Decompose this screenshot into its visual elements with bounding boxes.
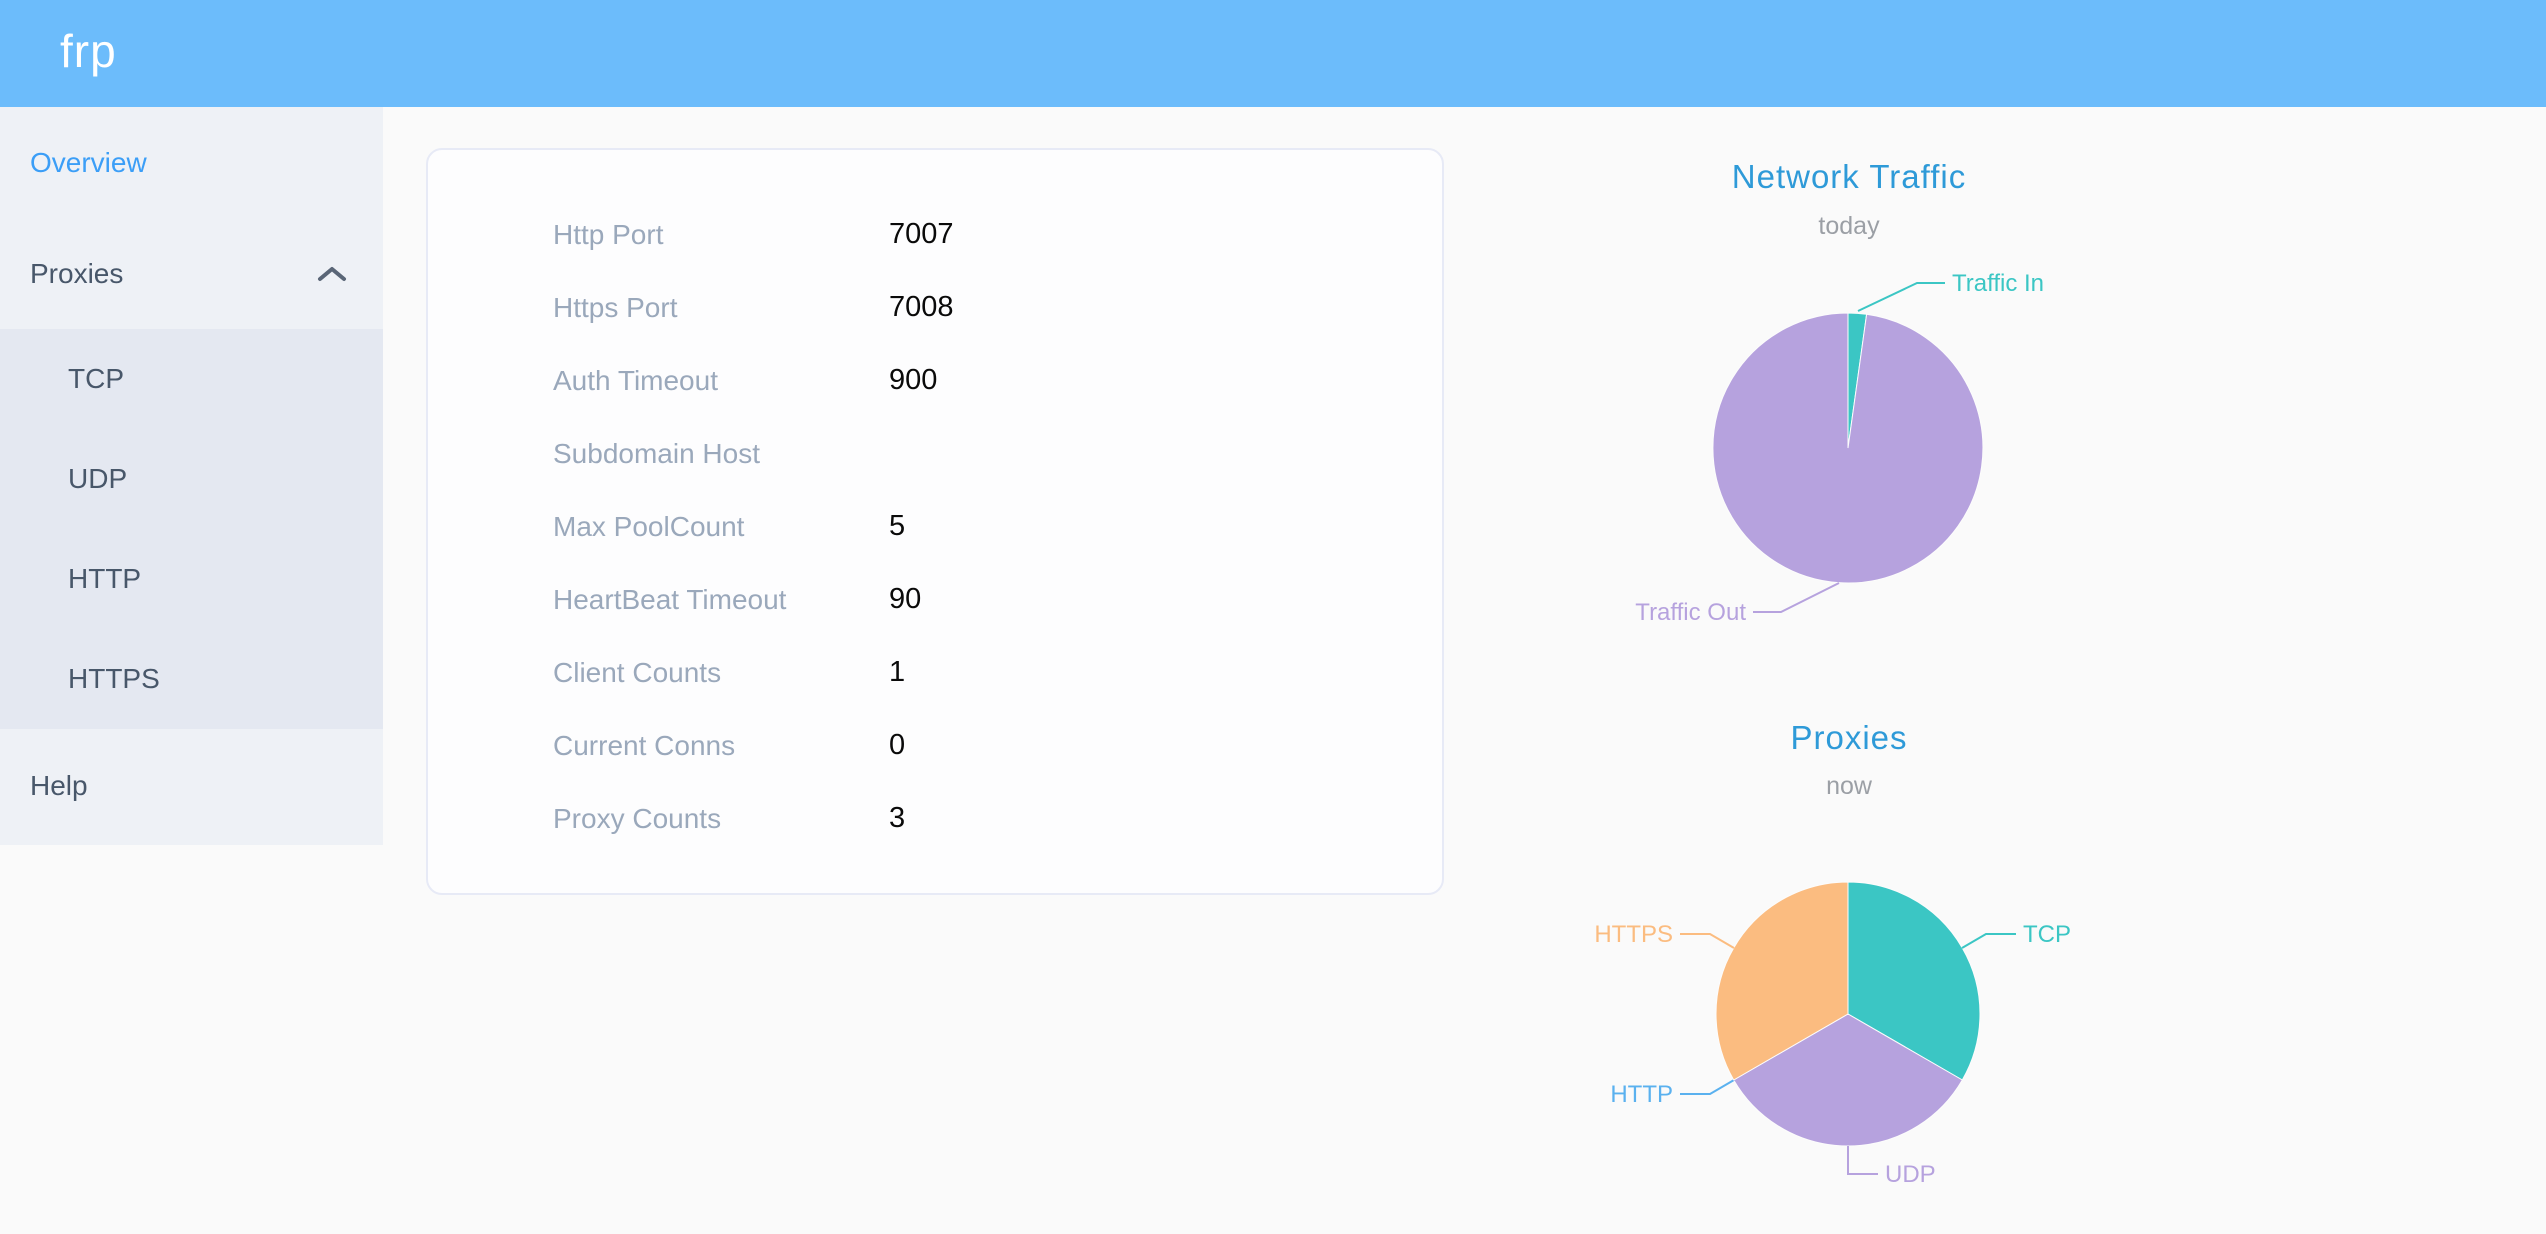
network-traffic-title: Network Traffic: [1731, 158, 1967, 195]
proxies-submenu: TCP UDP HTTP HTTPS: [0, 329, 383, 729]
info-row: HeartBeat Timeout 90: [428, 563, 1442, 636]
sidebar-item-proxies[interactable]: Proxies: [0, 219, 383, 329]
sidebar-item-label: Overview: [30, 147, 147, 178]
info-label: Subdomain Host: [553, 437, 761, 469]
info-row: Max PoolCount 5: [428, 490, 1442, 563]
sidebar-item-label: UDP: [68, 463, 128, 494]
info-row: Current Conns 0: [428, 709, 1442, 782]
sidebar-item-http[interactable]: HTTP: [0, 529, 383, 629]
proxies-title: Proxies: [1790, 719, 1908, 756]
pie-label-traffic-out: Traffic Out: [1635, 599, 1746, 626]
info-row: Subdomain Host: [428, 417, 1442, 490]
info-value: 7008: [889, 291, 954, 323]
info-row: Auth Timeout 900: [428, 344, 1442, 417]
pie-leader-traffic-out: [1753, 582, 1840, 613]
network-traffic-subtitle: today: [1818, 212, 1880, 240]
sidebar-item-label: Proxies: [30, 258, 124, 289]
info-value: 1: [889, 656, 906, 688]
info-row: Client Counts 1: [428, 636, 1442, 709]
pie-leader-http: [1680, 1079, 1735, 1095]
sidebar-item-https[interactable]: HTTPS: [0, 629, 383, 729]
chevron-up-icon[interactable]: [317, 265, 347, 283]
info-value: 90: [889, 583, 922, 615]
sidebar-item-help[interactable]: Help: [0, 729, 383, 843]
pie-leader-udp: [1847, 1146, 1878, 1175]
pie-slice-traffic-out[interactable]: [1712, 312, 1984, 584]
pie-label-tcp: TCP: [2023, 921, 2071, 948]
sidebar-item-tcp[interactable]: TCP: [0, 329, 383, 429]
server-info-card: Http Port 7007 Https Port 7008 Auth Time…: [426, 148, 1444, 895]
sidebar-item-overview[interactable]: Overview: [0, 107, 383, 219]
pie-label-https: HTTPS: [1594, 921, 1673, 948]
pie-label-traffic-in: Traffic In: [1952, 270, 2044, 297]
pie-slice-udp[interactable]: [1733, 1013, 1963, 1147]
info-label: Max PoolCount: [553, 510, 745, 542]
network-traffic-pie-chart: Traffic In Traffic Out: [1635, 270, 2044, 626]
pie-leader-https: [1680, 933, 1735, 949]
info-value: 7007: [889, 218, 954, 250]
info-value: 5: [889, 510, 906, 542]
pie-label-http: HTTP: [1610, 1081, 1673, 1108]
info-value: 0: [889, 729, 906, 761]
info-value: 3: [889, 802, 906, 834]
info-value: 900: [889, 364, 938, 396]
sidebar-item-label: TCP: [68, 363, 124, 394]
info-label: Current Conns: [553, 729, 736, 761]
sidebar-item-label: Help: [30, 770, 88, 801]
proxies-subtitle: now: [1826, 772, 1872, 800]
info-row: Http Port 7007: [428, 198, 1442, 271]
info-label: Auth Timeout: [553, 364, 718, 396]
sidebar-item-label: HTTPS: [68, 663, 160, 694]
app-logo: frp: [60, 24, 117, 77]
proxies-pie-chart: TCP UDP HTTP HTTPS: [1594, 881, 2071, 1188]
pie-label-udp: UDP: [1885, 1161, 1936, 1188]
info-label: Client Counts: [553, 656, 722, 688]
pie-leader-tcp: [1961, 933, 2016, 949]
info-label: Https Port: [553, 291, 678, 323]
sidebar: Overview Proxies TCP UDP HTTP HTTPS Help: [0, 107, 383, 845]
info-label: HeartBeat Timeout: [553, 583, 787, 615]
sidebar-item-label: HTTP: [68, 563, 142, 594]
header: frp: [0, 0, 2546, 107]
pie-leader-traffic-in: [1857, 282, 1945, 312]
sidebar-item-udp[interactable]: UDP: [0, 429, 383, 529]
info-label: Http Port: [553, 218, 664, 250]
info-row: Https Port 7008: [428, 271, 1442, 344]
info-label: Proxy Counts: [553, 802, 722, 834]
info-row: Proxy Counts 3: [428, 782, 1442, 855]
